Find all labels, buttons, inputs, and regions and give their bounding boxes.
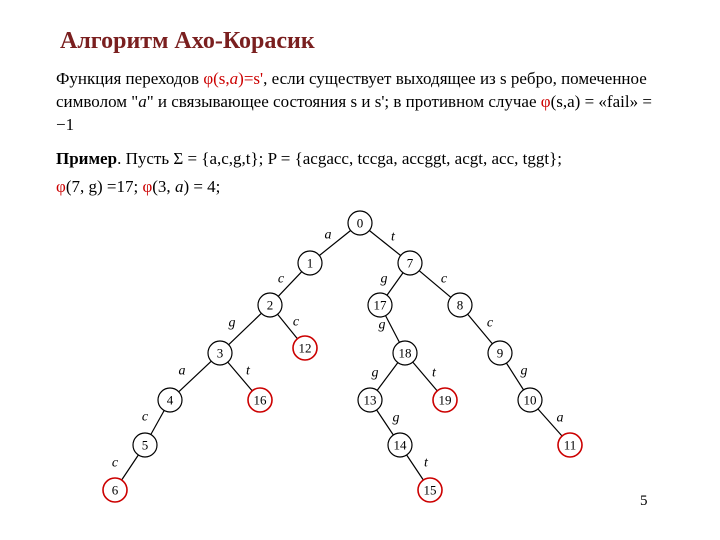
edge-label: g: [372, 366, 379, 381]
trie-node-label: 12: [299, 341, 312, 356]
edge-label: c: [293, 315, 300, 330]
trie-node-label: 7: [407, 256, 414, 271]
trie-node-label: 18: [399, 346, 412, 361]
trie-node-label: 19: [439, 393, 452, 408]
trie-node-label: 0: [357, 216, 364, 231]
trie-edge: [407, 455, 424, 480]
edge-label: g: [379, 318, 386, 333]
edge-label: t: [391, 230, 396, 245]
edge-label: t: [432, 366, 437, 381]
edge-label: g: [521, 364, 528, 379]
edge-label: c: [142, 410, 149, 425]
edge-label: c: [441, 272, 448, 287]
trie-node-label: 8: [457, 298, 464, 313]
paragraph-definition: Функция переходов φ(s,a)=s', если сущест…: [56, 68, 666, 137]
edge-label: c: [278, 272, 285, 287]
trie-edge: [377, 363, 398, 391]
aho-corasick-trie: atcgcgcgcatgtgcgact017217831218941613191…: [70, 205, 660, 535]
paragraph-phi-values: φ(7, g) =17; φ(3, a) = 4;: [56, 176, 676, 199]
trie-node-label: 14: [394, 438, 408, 453]
trie-node-label: 4: [167, 393, 174, 408]
trie-edge: [369, 230, 400, 255]
edge-label: g: [229, 316, 236, 331]
trie-node-label: 6: [112, 483, 119, 498]
edge-label: t: [246, 364, 251, 379]
edge-label: g: [381, 272, 388, 287]
trie-edge: [387, 273, 403, 295]
trie-node-label: 9: [497, 346, 504, 361]
trie-node-label: 17: [374, 298, 388, 313]
trie-node-label: 10: [524, 393, 537, 408]
edge-label: a: [325, 228, 332, 243]
trie-node-label: 11: [564, 438, 577, 453]
trie-node-label: 15: [424, 483, 437, 498]
trie-node-label: 5: [142, 438, 149, 453]
trie-edge: [386, 316, 400, 343]
trie-node-label: 13: [364, 393, 377, 408]
edge-label: g: [393, 411, 400, 426]
paragraph-example: Пример. Пусть Σ = {a,c,g,t}; P = {acgacc…: [56, 148, 676, 171]
trie-edge: [151, 410, 164, 434]
edge-label: a: [557, 411, 564, 426]
trie-node-label: 1: [307, 256, 314, 271]
trie-node-label: 2: [267, 298, 274, 313]
trie-node-label: 3: [217, 346, 224, 361]
trie-edge: [122, 455, 139, 480]
edge-label: c: [112, 456, 119, 471]
edge-label: a: [179, 364, 186, 379]
trie-node-label: 16: [254, 393, 268, 408]
edge-label: c: [487, 316, 494, 331]
slide-title: Алгоритм Ахо-Корасик: [60, 28, 315, 55]
edge-label: t: [424, 456, 429, 471]
trie-edge: [377, 410, 394, 435]
